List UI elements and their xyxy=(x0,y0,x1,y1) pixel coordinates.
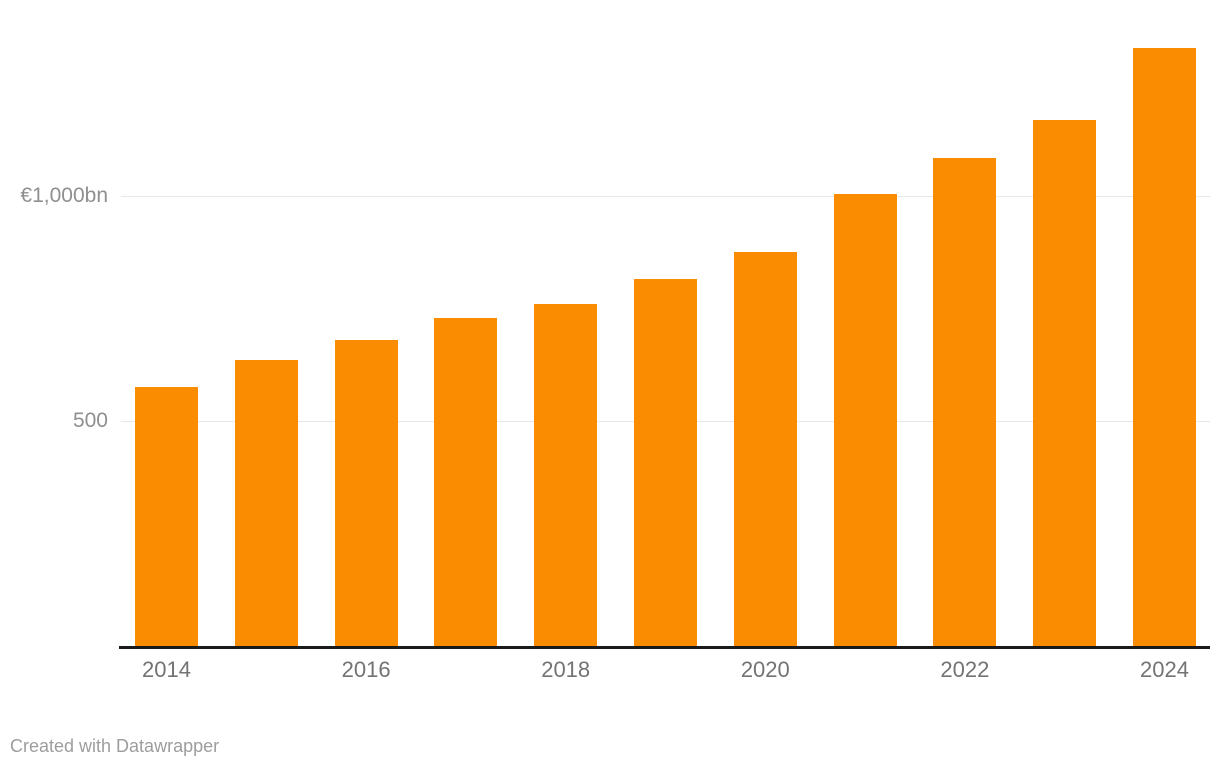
bar-2024 xyxy=(1133,47,1196,646)
y-tick-label-500: 500 xyxy=(72,409,108,432)
datawrapper-attribution-link[interactable]: Created with Datawrapper xyxy=(10,736,220,756)
bar-2016 xyxy=(334,340,398,646)
x-tick-label-2014: 2014 xyxy=(142,657,191,682)
bar-2017 xyxy=(434,317,498,646)
bar-2021 xyxy=(833,193,897,646)
x-axis-line xyxy=(119,646,1210,649)
bar-2015 xyxy=(234,360,298,646)
bar-2022 xyxy=(933,157,997,646)
bar-2023 xyxy=(1033,119,1097,646)
bar-2018 xyxy=(534,304,598,646)
gridline-1000 xyxy=(121,195,1210,197)
y-tick-label-1000: €1,000bn xyxy=(20,184,108,207)
bar-2020 xyxy=(733,252,797,646)
x-tick-label-2020: 2020 xyxy=(740,657,790,682)
bar-2014 xyxy=(135,387,198,646)
x-tick-label-2022: 2022 xyxy=(940,657,990,682)
x-tick-label-2024: 2024 xyxy=(1140,657,1189,682)
x-tick-label-2016: 2016 xyxy=(341,657,391,682)
x-tick-label-2018: 2018 xyxy=(541,657,591,682)
bar-2019 xyxy=(634,279,697,646)
